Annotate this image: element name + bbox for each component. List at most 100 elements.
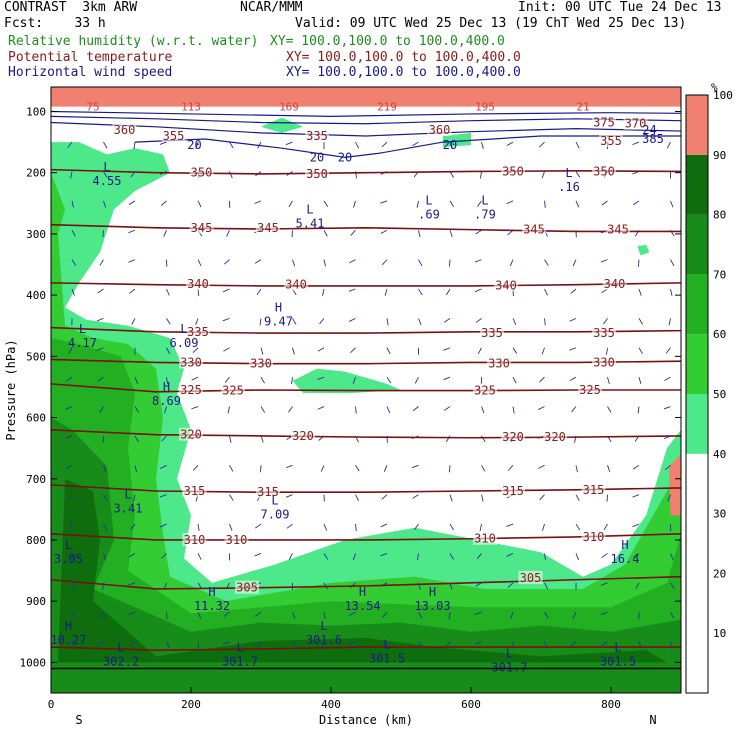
- theta-label-bg: [179, 355, 203, 369]
- theta-label: 315: [502, 484, 524, 498]
- theta-label-bg: [179, 427, 203, 441]
- wind-vector: [481, 406, 485, 414]
- theta-label: 355: [163, 129, 185, 143]
- wind-vector: [386, 347, 391, 355]
- theta-label: 340: [604, 277, 626, 291]
- extremum-marker: L: [614, 640, 621, 654]
- theta-label: 335: [481, 326, 503, 340]
- wind-vector: [607, 465, 611, 473]
- wind-vector: [632, 464, 640, 470]
- theta-contour-305: [50, 575, 682, 590]
- theta-label: 320: [180, 428, 202, 442]
- x-tick-label: 800: [601, 698, 621, 711]
- y-tick-label: 300: [26, 228, 46, 241]
- extremum-marker: L: [306, 203, 313, 217]
- wind-label: 385: [642, 132, 664, 146]
- wind-vector: [475, 318, 482, 324]
- wind-vector: [323, 523, 328, 531]
- wind-vector: [103, 494, 108, 501]
- wind-vector: [355, 494, 359, 502]
- wind-vector: [386, 376, 392, 384]
- colorbar-tick-label: 40: [713, 448, 726, 461]
- theta-label-bg: [592, 355, 616, 369]
- theta-label: 315: [257, 485, 279, 499]
- theta-contour-350: [50, 168, 682, 175]
- extremum-value: 301.7: [222, 654, 258, 668]
- theta-label: 320: [544, 430, 566, 444]
- theta-label: 360: [429, 123, 451, 137]
- potential-temperature-contours: [50, 168, 682, 651]
- wind-vector: [254, 259, 262, 264]
- wind-vector: [544, 611, 549, 619]
- extremum-value: 9.47: [264, 315, 293, 329]
- wind-vector: [670, 259, 675, 266]
- wind-vector: [166, 641, 170, 649]
- colorbar-tick-label: 80: [713, 209, 726, 222]
- wind-vector: [286, 523, 293, 529]
- extremum-value: 8.69: [152, 394, 181, 408]
- wind-vector: [449, 200, 455, 208]
- x-tick-label: 200: [181, 698, 201, 711]
- theta-label: 330: [488, 357, 510, 371]
- wind-vector: [638, 288, 642, 296]
- wind-vector: [418, 288, 423, 296]
- theta-label-bg: [427, 122, 452, 136]
- wind-vector: [449, 523, 455, 531]
- wind-vector: [448, 259, 451, 267]
- wind-vector: [664, 464, 671, 471]
- wind-vector: [449, 141, 453, 149]
- extremum-value: 3.41: [114, 501, 143, 515]
- colorbar: 10 20 30 40 50 60 70 80 90 100%: [685, 81, 733, 694]
- wind-vector: [222, 317, 230, 322]
- colorbar-unit: %: [711, 81, 718, 94]
- wind-speed-contours: [50, 110, 682, 158]
- wind-vector: [355, 524, 357, 532]
- wind-vector: [288, 200, 293, 208]
- theta-label: 335: [306, 129, 328, 143]
- y-tick-label: 200: [26, 167, 46, 180]
- wind-vector: [256, 641, 262, 648]
- wind-vector: [350, 229, 356, 236]
- wind-vector: [229, 465, 234, 472]
- wind-vector: [666, 141, 671, 149]
- wind-vector: [607, 406, 612, 413]
- wind-vector: [474, 611, 482, 616]
- colorbar-tick-label: 50: [713, 388, 726, 401]
- wind-vector: [476, 553, 482, 560]
- wind-vector: [292, 347, 295, 355]
- wind-vector: [512, 347, 518, 354]
- y-tick-label: 500: [26, 350, 46, 363]
- theta-label-bg: [221, 383, 245, 397]
- wind-vector: [323, 200, 329, 208]
- y-tick-label: 400: [26, 289, 46, 302]
- extremum-marker: L: [425, 193, 432, 207]
- extremum-value: 13.03: [414, 599, 450, 613]
- wind-vector: [166, 377, 169, 385]
- wind-vector: [128, 200, 136, 205]
- x-tick-label: 600: [461, 698, 481, 711]
- wind-vector: [134, 376, 138, 384]
- extremum-marker: L: [320, 619, 327, 633]
- theta-label: 345: [257, 221, 279, 235]
- field-theta-name: Potential temperature: [8, 50, 173, 65]
- theta-contour-300: [50, 646, 681, 651]
- theta-label-bg: [592, 326, 616, 340]
- theta-label: 360: [114, 123, 136, 137]
- wind-label: 20: [310, 150, 324, 164]
- theta-label: 320: [292, 429, 314, 443]
- theta-label: 325: [474, 384, 496, 398]
- extremum-value: 301.6: [306, 633, 342, 647]
- axes: 100 200 300 400 500 600 700 800 900 1000 0 200 400 60…: [4, 86, 682, 727]
- wind-vector: [569, 376, 577, 382]
- wind-vector: [71, 230, 76, 237]
- wind-vector: [71, 611, 77, 619]
- wind-vector: [166, 318, 171, 325]
- theta-label: 350: [502, 164, 524, 178]
- wind-vector: [349, 259, 356, 264]
- wind-vector: [541, 347, 545, 355]
- theta-label: 330: [180, 355, 202, 369]
- theta-label: 335: [593, 326, 615, 340]
- wind-vector: [350, 582, 356, 589]
- wind-vector: [224, 376, 230, 383]
- extremum-marker: L: [271, 493, 278, 507]
